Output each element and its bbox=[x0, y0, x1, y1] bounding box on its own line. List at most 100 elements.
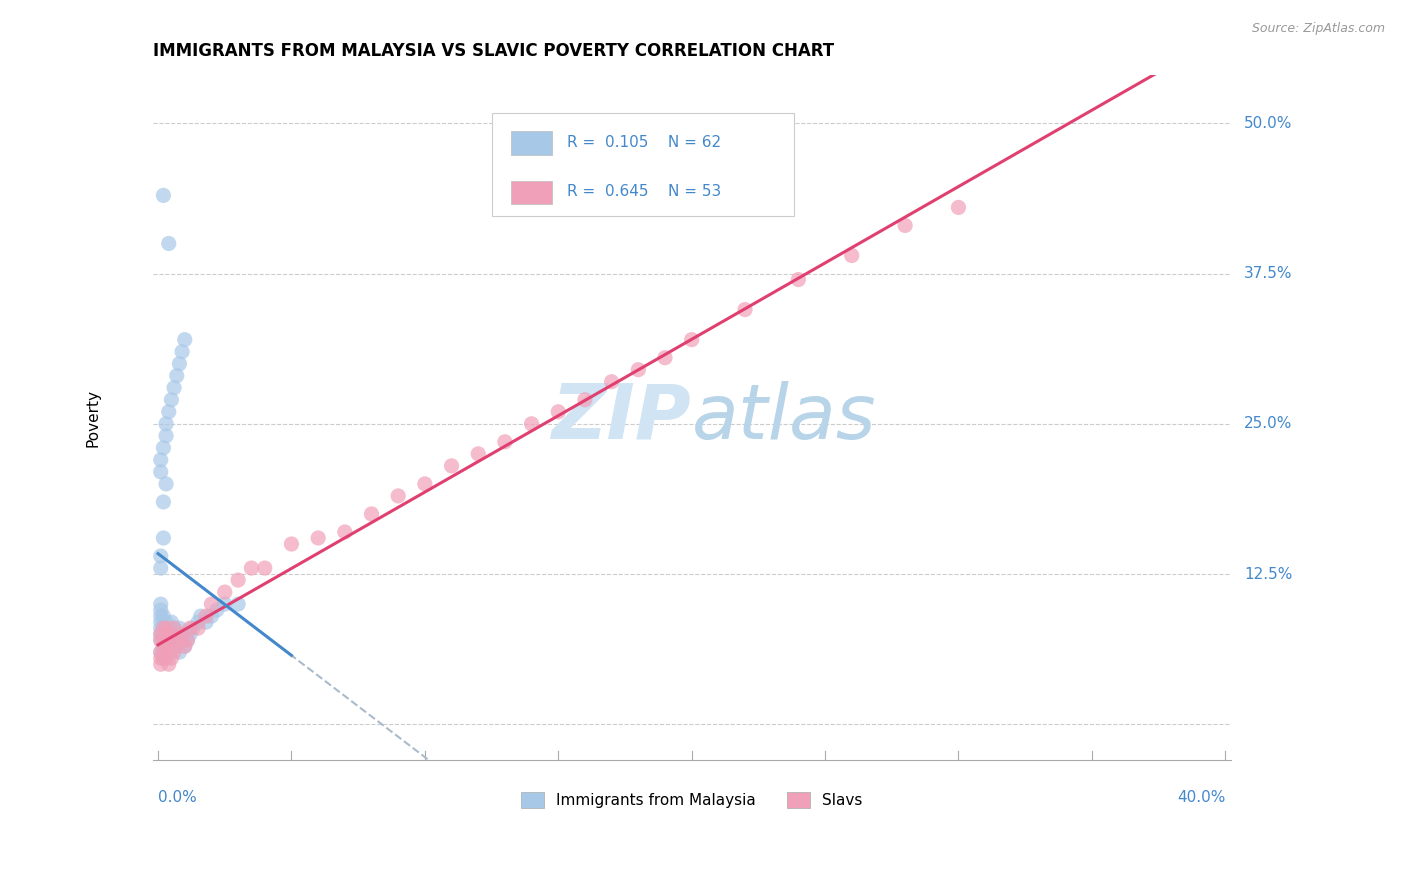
Point bbox=[152, 531, 174, 545]
Point bbox=[163, 621, 186, 635]
Point bbox=[160, 392, 183, 407]
Point bbox=[157, 657, 180, 672]
Point bbox=[547, 405, 569, 419]
Point bbox=[169, 357, 191, 371]
Point bbox=[173, 627, 195, 641]
Point bbox=[157, 627, 180, 641]
Point bbox=[163, 633, 186, 648]
Point bbox=[467, 447, 489, 461]
Point bbox=[149, 549, 172, 563]
Point bbox=[149, 603, 172, 617]
Point bbox=[157, 639, 180, 653]
Point bbox=[160, 627, 183, 641]
Point bbox=[160, 639, 183, 653]
Point bbox=[149, 627, 172, 641]
Point bbox=[253, 561, 276, 575]
Point bbox=[654, 351, 676, 365]
Point bbox=[214, 597, 236, 611]
Point bbox=[149, 651, 172, 665]
Point bbox=[627, 362, 650, 376]
Text: 25.0%: 25.0% bbox=[1244, 417, 1292, 432]
Point bbox=[152, 621, 174, 635]
Text: 12.5%: 12.5% bbox=[1244, 566, 1292, 582]
Text: IMMIGRANTS FROM MALAYSIA VS SLAVIC POVERTY CORRELATION CHART: IMMIGRANTS FROM MALAYSIA VS SLAVIC POVER… bbox=[153, 42, 834, 60]
Point bbox=[240, 561, 263, 575]
Point bbox=[195, 609, 218, 624]
Point bbox=[172, 627, 194, 641]
Point bbox=[200, 597, 222, 611]
Point bbox=[172, 344, 194, 359]
Point bbox=[176, 633, 198, 648]
Point bbox=[226, 597, 249, 611]
Point bbox=[149, 615, 172, 629]
Point bbox=[163, 381, 186, 395]
Point bbox=[149, 465, 172, 479]
Text: 37.5%: 37.5% bbox=[1244, 266, 1292, 281]
Point bbox=[160, 651, 183, 665]
Point bbox=[149, 645, 172, 659]
Point bbox=[166, 639, 188, 653]
Legend: Immigrants from Malaysia, Slavs: Immigrants from Malaysia, Slavs bbox=[515, 786, 869, 814]
Point bbox=[155, 615, 177, 629]
Point bbox=[149, 633, 172, 648]
Point bbox=[172, 633, 194, 648]
Point bbox=[681, 333, 703, 347]
Point bbox=[600, 375, 623, 389]
Point bbox=[155, 627, 177, 641]
Point bbox=[841, 248, 863, 262]
Text: R =  0.645    N = 53: R = 0.645 N = 53 bbox=[567, 184, 721, 199]
Point bbox=[163, 621, 186, 635]
Text: 50.0%: 50.0% bbox=[1244, 116, 1292, 131]
Point bbox=[152, 633, 174, 648]
Text: Poverty: Poverty bbox=[86, 389, 101, 447]
Point bbox=[149, 627, 172, 641]
Point bbox=[214, 585, 236, 599]
Point bbox=[155, 476, 177, 491]
Point bbox=[190, 609, 212, 624]
Point bbox=[149, 561, 172, 575]
Point bbox=[226, 573, 249, 587]
Point bbox=[152, 639, 174, 653]
Point bbox=[179, 621, 201, 635]
Point bbox=[152, 645, 174, 659]
Point bbox=[157, 236, 180, 251]
Text: Source: ZipAtlas.com: Source: ZipAtlas.com bbox=[1251, 22, 1385, 36]
Point bbox=[173, 639, 195, 653]
Point bbox=[520, 417, 543, 431]
Point bbox=[173, 639, 195, 653]
Point bbox=[157, 645, 180, 659]
Point bbox=[155, 429, 177, 443]
Point bbox=[157, 621, 180, 635]
Point bbox=[360, 507, 382, 521]
Point bbox=[155, 417, 177, 431]
Point bbox=[152, 627, 174, 641]
Point bbox=[205, 603, 228, 617]
Point bbox=[187, 615, 209, 629]
Point bbox=[155, 651, 177, 665]
Point bbox=[333, 524, 356, 539]
Text: atlas: atlas bbox=[692, 381, 876, 455]
Point bbox=[155, 645, 177, 659]
Point bbox=[181, 621, 204, 635]
Point bbox=[195, 615, 218, 629]
Bar bbox=[510, 181, 551, 204]
Point bbox=[157, 405, 180, 419]
Text: 40.0%: 40.0% bbox=[1177, 790, 1225, 805]
Point bbox=[166, 368, 188, 383]
Point bbox=[166, 639, 188, 653]
Point bbox=[149, 621, 172, 635]
Text: 0.0%: 0.0% bbox=[157, 790, 197, 805]
Text: ZIP: ZIP bbox=[553, 381, 692, 455]
Point bbox=[166, 627, 188, 641]
Point bbox=[149, 453, 172, 467]
Point bbox=[176, 633, 198, 648]
Point bbox=[149, 609, 172, 624]
Point bbox=[152, 441, 174, 455]
Point bbox=[160, 627, 183, 641]
Point bbox=[149, 645, 172, 659]
Point bbox=[413, 476, 436, 491]
Point bbox=[494, 434, 516, 449]
Point bbox=[169, 621, 191, 635]
Point bbox=[179, 627, 201, 641]
FancyBboxPatch shape bbox=[492, 113, 794, 216]
